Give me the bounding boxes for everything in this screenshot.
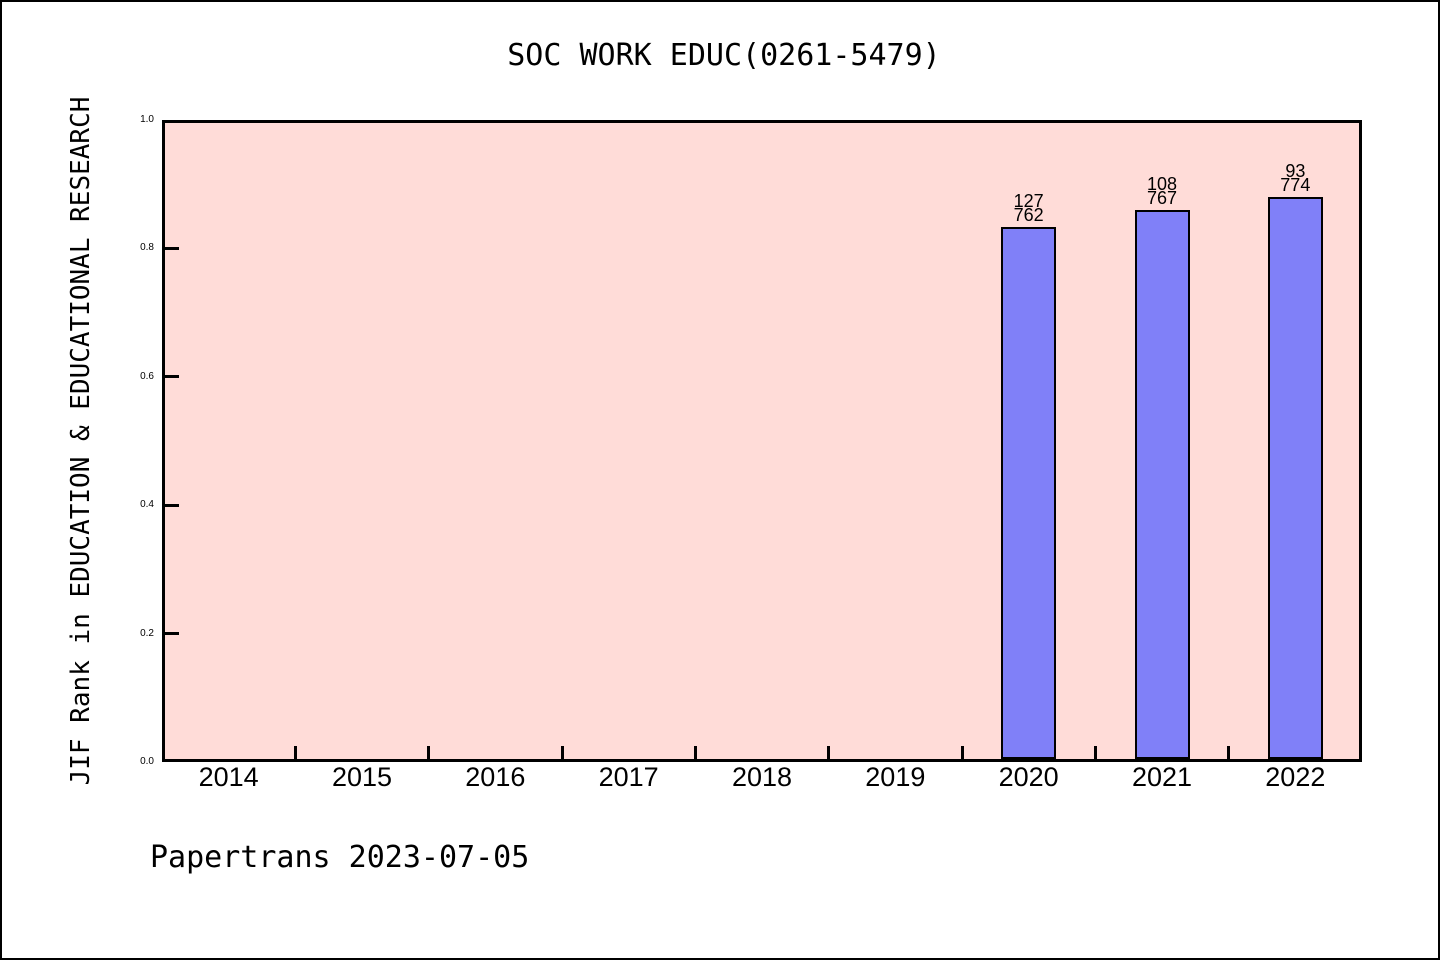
bar-total: 774 bbox=[1280, 175, 1311, 196]
x-tick-mark bbox=[560, 746, 564, 759]
x-tick-label: 2018 bbox=[731, 762, 793, 792]
x-tick-mark bbox=[827, 746, 831, 759]
footer-text: Papertrans 2023-07-05 bbox=[150, 840, 530, 875]
chart-title: SOC WORK EDUC(0261-5479) bbox=[507, 38, 941, 73]
y-tick-label: 0.8 bbox=[140, 242, 154, 254]
x-tick-label: 2015 bbox=[331, 762, 393, 792]
y-tick-mark bbox=[165, 503, 179, 507]
bar-total: 762 bbox=[1013, 205, 1044, 226]
x-tick-mark bbox=[1093, 746, 1097, 759]
y-tick-mark bbox=[165, 375, 179, 379]
bar-rank: 93 bbox=[1285, 161, 1306, 182]
plot-area: 127 762 108 767 93 774 bbox=[162, 120, 1362, 762]
bar-total: 767 bbox=[1146, 188, 1178, 209]
y-tick-label: 1.0 bbox=[140, 114, 154, 125]
x-tick-label: 2016 bbox=[465, 762, 526, 792]
x-tick-label: 2014 bbox=[198, 762, 259, 792]
x-tick-label: 2022 bbox=[1265, 762, 1326, 792]
bar-label-2021: 108 767 bbox=[1117, 174, 1207, 209]
bar-label-2022: 93 774 bbox=[1250, 161, 1340, 196]
y-tick-mark bbox=[165, 246, 179, 250]
x-tick-mark bbox=[427, 746, 431, 759]
x-tick-mark bbox=[293, 746, 297, 759]
y-axis-label: JIF Rank in EDUCATION & EDUCATIONAL RESE… bbox=[66, 96, 96, 786]
y-tick-label: 0.0 bbox=[140, 756, 154, 767]
x-tick-mark bbox=[1227, 746, 1231, 759]
bar-2022 bbox=[1267, 197, 1323, 759]
x-tick-mark bbox=[693, 746, 697, 759]
x-tick-label: 2017 bbox=[598, 762, 659, 792]
bar-rank: 108 bbox=[1146, 174, 1178, 195]
bar-label-2020: 127 762 bbox=[984, 191, 1074, 226]
y-tick-mark bbox=[165, 632, 179, 636]
y-tick-label: 0.4 bbox=[140, 499, 154, 511]
x-tick-label: 2019 bbox=[865, 762, 926, 792]
y-tick-mark bbox=[165, 120, 179, 122]
x-tick-label: 2020 bbox=[998, 762, 1059, 792]
y-tick-label: 0.2 bbox=[140, 627, 154, 639]
x-tick-mark bbox=[960, 746, 964, 759]
bar-rank: 127 bbox=[1013, 191, 1044, 212]
bar-2020 bbox=[1001, 227, 1057, 759]
x-tick-label: 2021 bbox=[1131, 762, 1193, 792]
y-tick-label: 0.6 bbox=[140, 370, 154, 382]
bar-2021 bbox=[1134, 210, 1190, 759]
